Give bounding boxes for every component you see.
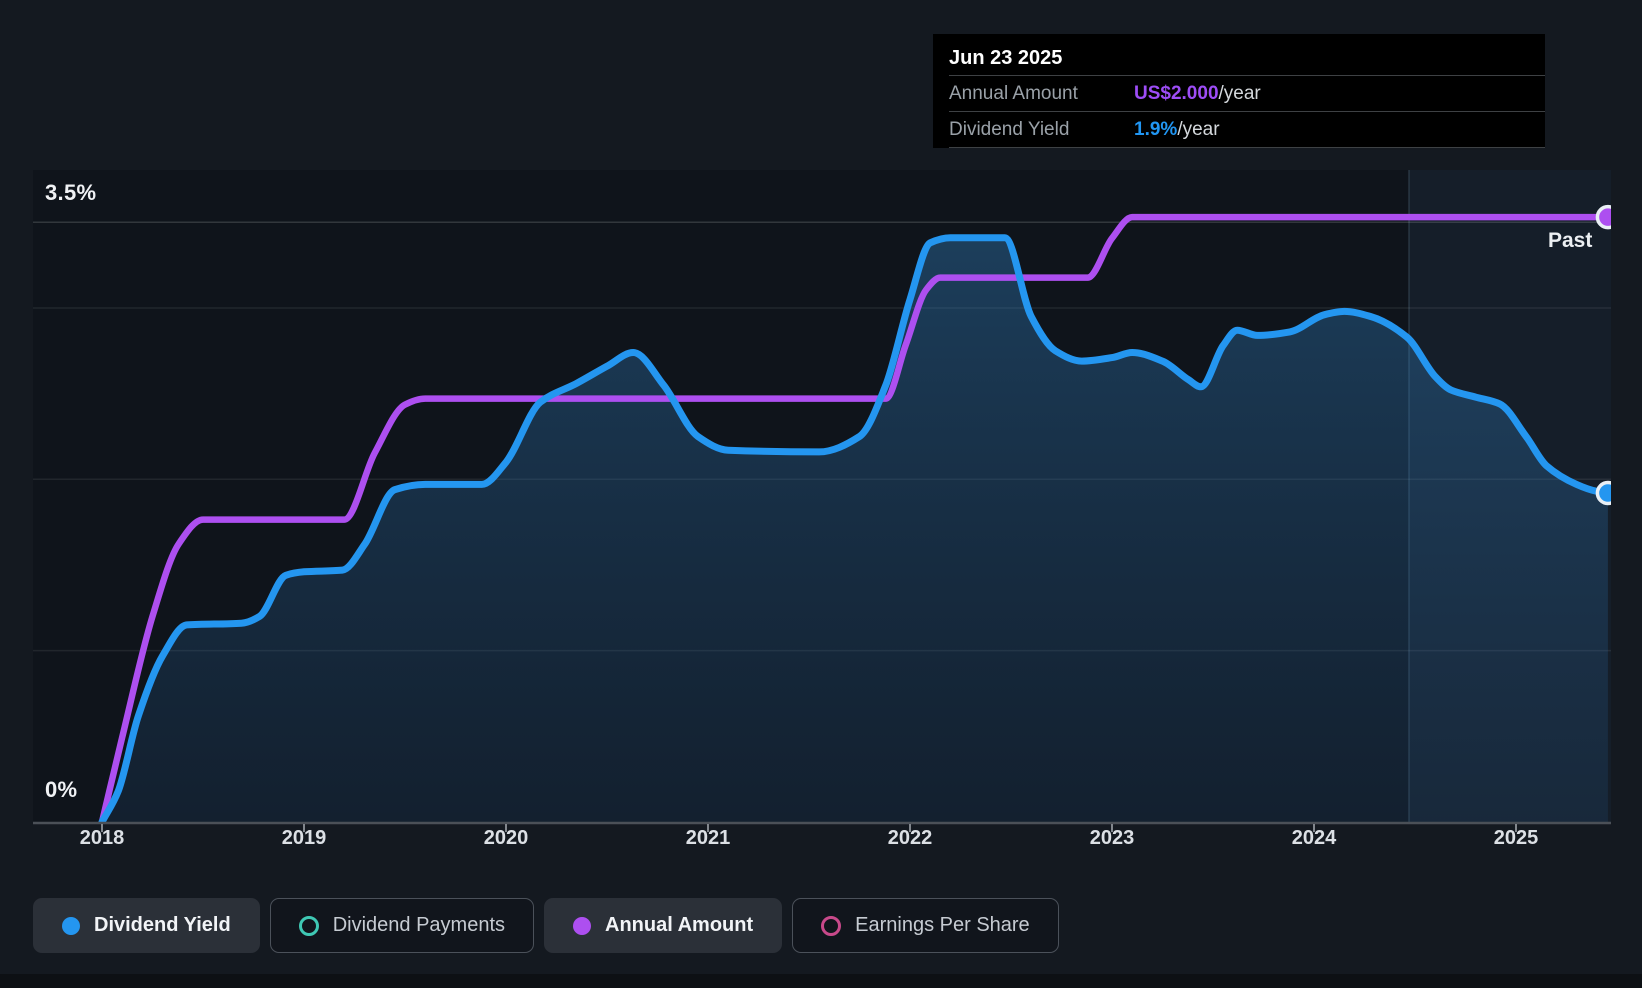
x-axis-label-2022: 2022 — [887, 827, 933, 849]
chart-legend: Dividend Yield Dividend Payments Annual … — [33, 898, 1059, 953]
chart-tooltip: Jun 23 2025 Annual Amount US$2.000 /year… — [933, 34, 1545, 148]
annual-amount-dot-icon — [573, 916, 592, 935]
legend-label: Annual Amount — [605, 914, 754, 936]
tooltip-dividend-yield-value: 1.9% — [1134, 118, 1178, 140]
legend-item-earnings-per-share[interactable]: Earnings Per Share — [792, 898, 1059, 953]
earnings-per-share-ring-icon — [821, 915, 842, 936]
x-axis-label-2018: 2018 — [79, 827, 125, 849]
tooltip-annual-amount-value: US$2.000 — [1134, 82, 1219, 104]
dividend-payments-ring-icon — [298, 915, 319, 936]
bottom-strip — [0, 974, 1642, 988]
legend-item-dividend-payments[interactable]: Dividend Payments — [269, 898, 535, 953]
legend-label: Dividend Yield — [94, 914, 231, 936]
x-axis-label-2023: 2023 — [1089, 827, 1135, 849]
x-axis-label-2025: 2025 — [1493, 827, 1539, 849]
tooltip-row-dividend-yield: Dividend Yield 1.9% /year — [949, 111, 1545, 148]
x-axis-label-2024: 2024 — [1291, 827, 1337, 849]
legend-item-dividend-yield[interactable]: Dividend Yield — [33, 898, 260, 953]
dividend-yield-dot-icon — [62, 916, 80, 935]
tooltip-row-annual-amount: Annual Amount US$2.000 /year — [949, 75, 1545, 111]
legend-item-annual-amount[interactable]: Annual Amount — [544, 898, 783, 953]
x-axis-label-2020: 2020 — [483, 827, 529, 849]
tooltip-dividend-yield-suffix: /year — [1177, 118, 1220, 140]
x-axis-label-2019: 2019 — [281, 827, 327, 849]
tooltip-dividend-yield-label: Dividend Yield — [949, 118, 1070, 140]
tooltip-annual-amount-label: Annual Amount — [949, 82, 1078, 104]
tooltip-date: Jun 23 2025 — [949, 47, 1063, 69]
legend-label: Earnings Per Share — [855, 914, 1030, 936]
tooltip-annual-amount-suffix: /year — [1218, 82, 1261, 104]
x-axis-label-2021: 2021 — [685, 827, 731, 849]
past-period-label: Past — [1548, 229, 1593, 252]
y-axis-label-max: 3.5% — [45, 180, 97, 205]
legend-label: Dividend Payments — [332, 914, 506, 936]
y-axis-label-zero: 0% — [45, 777, 78, 802]
